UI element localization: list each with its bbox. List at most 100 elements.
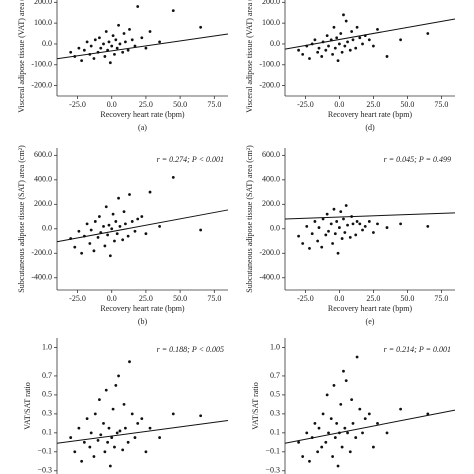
point bbox=[399, 38, 402, 42]
y-tick-label: 600.0 bbox=[262, 150, 280, 159]
point bbox=[144, 232, 148, 236]
y-axis-label: Subcutaneous adipose tissue (SAT) area (… bbox=[245, 145, 254, 293]
trend-line bbox=[56, 33, 229, 60]
point bbox=[93, 220, 97, 223]
point bbox=[324, 48, 328, 52]
point bbox=[350, 30, 354, 33]
point bbox=[336, 59, 340, 63]
point bbox=[103, 55, 107, 58]
point bbox=[69, 436, 73, 439]
x-axis-label: Recovery heart rate (bpm) bbox=[328, 304, 413, 313]
y-axis-label: Subcutaneous adipose tissue (SAT) area (… bbox=[17, 145, 26, 293]
point bbox=[140, 417, 144, 421]
x-tick-label: 75.0 bbox=[207, 100, 221, 109]
point bbox=[361, 431, 364, 435]
point bbox=[69, 50, 73, 54]
point bbox=[320, 55, 324, 58]
point bbox=[313, 421, 317, 425]
point bbox=[136, 421, 140, 425]
y-tick-label: -200.0 bbox=[259, 248, 280, 257]
point bbox=[358, 222, 362, 226]
point bbox=[117, 374, 120, 378]
point bbox=[342, 13, 345, 17]
y-tick-label: 200.0 bbox=[34, 0, 52, 6]
point bbox=[118, 429, 122, 433]
point bbox=[121, 238, 125, 242]
point bbox=[340, 237, 344, 240]
y-tick-label: 0.7 bbox=[42, 371, 52, 380]
point bbox=[336, 251, 340, 255]
point bbox=[332, 207, 336, 211]
point bbox=[148, 190, 152, 194]
point bbox=[333, 232, 337, 236]
panel-label: (a) bbox=[138, 123, 147, 132]
point bbox=[124, 40, 127, 44]
point bbox=[118, 224, 122, 228]
point bbox=[344, 379, 348, 383]
point bbox=[130, 38, 134, 42]
point bbox=[320, 445, 324, 449]
point bbox=[158, 40, 162, 44]
point bbox=[333, 436, 337, 439]
point bbox=[113, 445, 116, 449]
point bbox=[321, 217, 325, 221]
annotation: r = 0.188; P < 0.005 bbox=[157, 345, 224, 354]
y-tick-label: -100.0 bbox=[31, 60, 52, 69]
point bbox=[317, 426, 321, 430]
point bbox=[327, 431, 330, 435]
x-tick-label: 50.0 bbox=[173, 100, 187, 109]
point bbox=[107, 426, 111, 430]
point bbox=[324, 440, 328, 444]
point bbox=[117, 196, 120, 200]
point bbox=[199, 414, 203, 418]
point bbox=[199, 25, 203, 29]
trend-line bbox=[56, 420, 229, 444]
point bbox=[144, 46, 148, 50]
point bbox=[358, 407, 362, 411]
point bbox=[122, 32, 126, 35]
point bbox=[158, 436, 162, 439]
y-tick-label: -200.0 bbox=[31, 248, 52, 257]
x-tick-label: -25.0 bbox=[297, 100, 314, 109]
x-tick-label: 75.0 bbox=[434, 294, 448, 303]
point bbox=[355, 355, 359, 359]
point bbox=[85, 40, 89, 44]
panel-label: (e) bbox=[366, 317, 375, 326]
point bbox=[339, 210, 343, 214]
y-tick-label: 0.1 bbox=[42, 428, 52, 437]
point bbox=[308, 246, 311, 250]
point bbox=[354, 46, 358, 50]
point bbox=[115, 431, 119, 435]
point bbox=[385, 226, 389, 229]
y-tick-label: 1.0 bbox=[270, 342, 280, 351]
point bbox=[88, 445, 92, 449]
y-tick-label: 0.0 bbox=[42, 224, 52, 233]
point bbox=[114, 38, 118, 42]
x-tick-label: 0.0 bbox=[334, 100, 344, 109]
y-tick-label: −0.1 bbox=[265, 447, 280, 456]
point bbox=[335, 36, 339, 40]
point bbox=[114, 384, 118, 387]
point bbox=[340, 50, 344, 54]
point bbox=[297, 48, 300, 52]
y-tick-label: 1.0 bbox=[42, 342, 52, 351]
point bbox=[361, 42, 364, 46]
y-tick-label: −0.1 bbox=[37, 447, 52, 456]
point bbox=[320, 245, 324, 249]
y-tick-label: 0.0 bbox=[42, 39, 52, 48]
point bbox=[88, 242, 92, 245]
point bbox=[327, 229, 330, 233]
point bbox=[327, 44, 330, 48]
x-tick-label: 25.0 bbox=[366, 294, 380, 303]
point bbox=[354, 233, 358, 237]
point bbox=[385, 55, 389, 58]
point bbox=[331, 455, 334, 458]
point bbox=[340, 445, 344, 449]
point bbox=[354, 436, 358, 439]
x-tick-label: 0.0 bbox=[107, 294, 117, 303]
point bbox=[103, 450, 107, 454]
point bbox=[98, 215, 101, 218]
x-tick-label: -25.0 bbox=[69, 100, 86, 109]
point bbox=[80, 251, 84, 255]
